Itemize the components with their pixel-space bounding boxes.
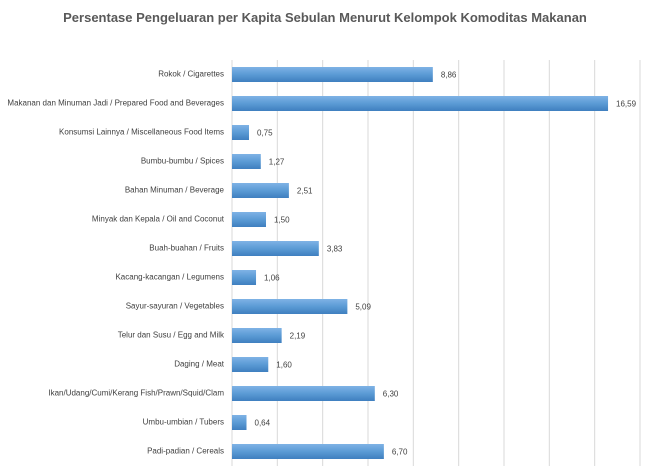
bar — [232, 415, 247, 430]
bar — [232, 125, 249, 140]
y-tick-label: Kacang-kacangan / Legumens — [115, 273, 224, 282]
bar — [232, 154, 261, 169]
y-tick-label: Daging / Meat — [174, 360, 225, 369]
bar — [232, 328, 282, 343]
data-label: 16,59 — [616, 100, 637, 109]
bar — [232, 357, 269, 372]
bar — [232, 270, 257, 285]
data-label: 6,70 — [392, 448, 408, 457]
y-tick-label: Bumbu-bumbu / Spices — [141, 157, 224, 166]
y-tick-label: Konsumsi Lainnya / Miscellaneous Food It… — [59, 128, 224, 137]
y-tick-label: Minyak dan Kepala / Oil and Coconut — [92, 215, 225, 224]
data-label: 5,09 — [355, 303, 371, 312]
bar — [232, 96, 609, 111]
bar — [232, 444, 384, 459]
bar — [232, 67, 433, 82]
data-label: 1,60 — [276, 361, 292, 370]
bar — [232, 299, 348, 314]
data-label: 8,86 — [441, 71, 457, 80]
data-label: 6,30 — [383, 390, 399, 399]
data-label: 0,75 — [257, 129, 273, 138]
data-label: 3,83 — [327, 245, 343, 254]
y-tick-label: Padi-padian / Cereals — [147, 447, 224, 456]
data-label: 1,50 — [274, 216, 290, 225]
bar — [232, 183, 289, 198]
y-tick-label: Umbu-umbian / Tubers — [143, 418, 224, 427]
data-label: 2,19 — [290, 332, 306, 341]
data-label: 2,51 — [297, 187, 313, 196]
y-tick-label: Ikan/Udang/Cumi/Kerang Fish/Prawn/Squid/… — [48, 389, 224, 398]
data-label: 1,06 — [264, 274, 280, 283]
y-tick-label: Sayur-sayuran / Vegetables — [126, 302, 224, 311]
chart-title: Persentase Pengeluaran per Kapita Sebula… — [63, 10, 587, 25]
y-tick-label: Telur dan Susu / Egg and Milk — [118, 331, 225, 340]
title-box: Persentase Pengeluaran per Kapita Sebula… — [63, 10, 587, 25]
data-label: 0,64 — [255, 419, 271, 428]
y-tick-label: Rokok / Cigarettes — [158, 70, 224, 79]
bar — [232, 212, 266, 227]
bar — [232, 386, 375, 401]
y-tick-label: Makanan dan Minuman Jadi / Prepared Food… — [7, 99, 224, 108]
y-tick-label: Bahan Minuman / Beverage — [125, 186, 225, 195]
y-tick-label: Buah-buahan / Fruits — [149, 244, 224, 253]
data-label: 1,27 — [269, 158, 285, 167]
bar — [232, 241, 319, 256]
